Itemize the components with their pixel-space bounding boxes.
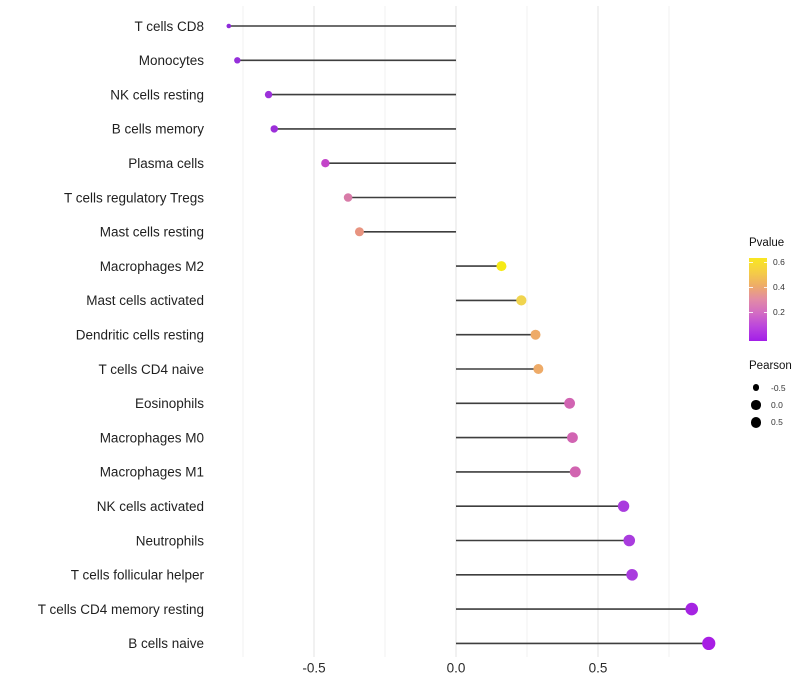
colorbar-tick-mark bbox=[749, 287, 753, 288]
y-axis-label: Macrophages M0 bbox=[100, 430, 204, 445]
y-axis-label: NK cells resting bbox=[110, 87, 204, 102]
pvalue-colorbar-wrap: 0.6 0.4 0.2 bbox=[749, 257, 785, 341]
colorbar-tick-mark bbox=[749, 312, 753, 313]
lollipop-point bbox=[685, 602, 699, 616]
pearson-size-label: -0.5 bbox=[771, 382, 786, 393]
pvalue-tick-label: 0.2 bbox=[773, 307, 785, 317]
lollipop-point bbox=[530, 329, 541, 340]
pearson-size-item: 0.5 bbox=[749, 414, 792, 431]
y-axis-label: Mast cells activated bbox=[86, 293, 204, 308]
lollipop-point bbox=[226, 23, 232, 29]
y-axis-label: Macrophages M2 bbox=[100, 259, 204, 274]
lollipop-point bbox=[617, 500, 630, 512]
lollipop-point bbox=[343, 193, 353, 202]
lollipop-point bbox=[702, 636, 716, 651]
pearson-size-item: 0.0 bbox=[749, 396, 792, 413]
y-axis-label: T cells CD4 naive bbox=[98, 362, 204, 377]
pearson-size-item: -0.5 bbox=[749, 379, 792, 396]
pearson-size-dot bbox=[750, 416, 762, 428]
y-axis-label: T cells regulatory Tregs bbox=[64, 190, 204, 205]
pvalue-legend-title: Pvalue bbox=[749, 237, 785, 249]
lollipop-point bbox=[264, 90, 273, 99]
pearson-size-items: -0.5 0.0 0.5 bbox=[749, 379, 792, 431]
pvalue-legend: Pvalue 0.6 0.4 0.2 bbox=[749, 236, 785, 341]
pearson-size-dot-cell bbox=[749, 400, 763, 410]
lollipop-point bbox=[496, 261, 507, 272]
lollipop-point bbox=[623, 534, 636, 547]
pvalue-tick-label: 0.4 bbox=[773, 282, 785, 292]
colorbar-tick-mark bbox=[763, 312, 767, 313]
x-axis-tick-label: -0.5 bbox=[302, 661, 325, 676]
lollipop-point bbox=[564, 397, 575, 409]
y-axis-label: B cells naive bbox=[128, 636, 204, 651]
colorbar-tick-mark bbox=[749, 262, 753, 263]
y-axis-label: B cells memory bbox=[112, 122, 205, 137]
y-axis-label: Mast cells resting bbox=[100, 225, 204, 240]
x-axis-tick-label: 0.0 bbox=[447, 661, 466, 676]
pearson-size-dot bbox=[752, 384, 760, 392]
lollipop-point bbox=[354, 227, 364, 237]
lollipop-point bbox=[270, 125, 278, 133]
y-axis-label: T cells CD8 bbox=[134, 19, 204, 34]
colorbar-tick-mark bbox=[763, 262, 767, 263]
pvalue-colorbar bbox=[749, 258, 767, 341]
y-axis-label: Neutrophils bbox=[136, 533, 205, 548]
pearson-legend-title: Pearson bbox=[749, 360, 792, 372]
y-axis-label: Monocytes bbox=[139, 53, 205, 68]
lollipop-point bbox=[567, 432, 578, 443]
lollipop-point bbox=[321, 159, 330, 168]
lollipop-point bbox=[626, 569, 638, 581]
y-axis-label: T cells CD4 memory resting bbox=[38, 602, 204, 617]
pearson-size-label: 0.0 bbox=[771, 399, 783, 410]
lollipop-point bbox=[569, 466, 581, 478]
colorbar-tick-mark bbox=[763, 287, 767, 288]
y-axis-label: NK cells activated bbox=[97, 499, 204, 514]
pearson-size-legend: Pearson -0.5 0.0 0.5 bbox=[749, 359, 792, 431]
pearson-size-dot-cell bbox=[749, 384, 763, 392]
lollipop-point bbox=[234, 57, 241, 64]
pearson-size-dot-cell bbox=[749, 416, 763, 428]
pearson-size-dot bbox=[751, 400, 761, 410]
pvalue-tick-label: 0.6 bbox=[773, 257, 785, 267]
y-axis-label: Macrophages M1 bbox=[100, 465, 204, 480]
y-axis-label: T cells follicular helper bbox=[71, 568, 205, 583]
x-axis-tick-label: 0.5 bbox=[589, 661, 608, 676]
y-axis-label: Dendritic cells resting bbox=[76, 328, 204, 343]
lollipop-point bbox=[533, 364, 544, 374]
pearson-size-label: 0.5 bbox=[771, 417, 783, 428]
y-axis-label: Plasma cells bbox=[128, 156, 204, 171]
lollipop-point bbox=[516, 295, 527, 306]
y-axis-label: Eosinophils bbox=[135, 396, 204, 411]
